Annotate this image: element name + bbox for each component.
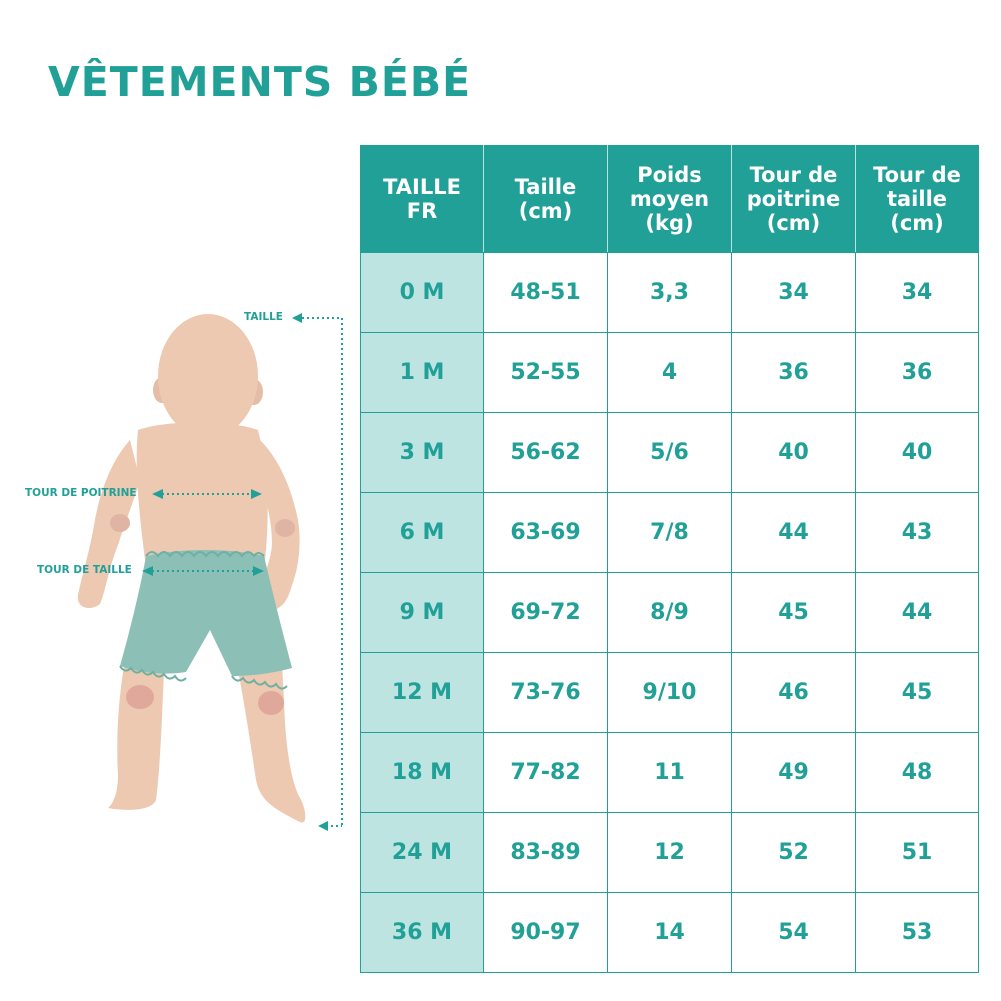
header-tour-taille: Tour de taille (cm) [855, 145, 979, 253]
table-row: 12 M 73-76 9/10 46 45 [360, 652, 979, 733]
waist-cell: 44 [855, 572, 979, 653]
size-cell: 9 M [360, 572, 484, 653]
weight-cell: 3,3 [607, 252, 732, 333]
height-cell: 56-62 [483, 412, 608, 493]
height-cell: 77-82 [483, 732, 608, 813]
table-row: 1 M 52-55 4 36 36 [360, 332, 979, 413]
left-leg [108, 660, 164, 810]
header-taille-cm: Taille (cm) [483, 145, 608, 253]
table-row: 6 M 63-69 7/8 44 43 [360, 492, 979, 573]
table-row: 24 M 83-89 12 52 51 [360, 812, 979, 893]
waist-cell: 51 [855, 812, 979, 893]
waist-arrow-left [142, 566, 153, 576]
chest-measure-label: TOUR DE POITRINE [25, 487, 137, 499]
height-measure [302, 317, 343, 827]
height-cell: 90-97 [483, 892, 608, 973]
right-knee [258, 691, 284, 715]
waist-arrow-right [253, 566, 264, 576]
weight-cell: 5/6 [607, 412, 732, 493]
table-row: 0 M 48-51 3,3 34 34 [360, 252, 979, 333]
size-cell: 24 M [360, 812, 484, 893]
height-cell: 69-72 [483, 572, 608, 653]
table-header-row: TAILLE FR Taille (cm) Poids moyen (kg) Tour … [360, 145, 979, 253]
weight-cell: 4 [607, 332, 732, 413]
weight-cell: 14 [607, 892, 732, 973]
waist-measure-label: TOUR DE TAILLE [37, 564, 132, 576]
height-cell: 73-76 [483, 652, 608, 733]
torso [136, 422, 268, 560]
waist-cell: 45 [855, 652, 979, 733]
weight-cell: 9/10 [607, 652, 732, 733]
size-cell: 12 M [360, 652, 484, 733]
table-row: 36 M 90-97 14 54 53 [360, 892, 979, 973]
height-cell: 83-89 [483, 812, 608, 893]
size-cell: 3 M [360, 412, 484, 493]
height-measure-label: TAILLE [244, 311, 283, 323]
height-cell: 52-55 [483, 332, 608, 413]
waist-cell: 40 [855, 412, 979, 493]
weight-cell: 7/8 [607, 492, 732, 573]
waist-cell: 48 [855, 732, 979, 813]
chest-arrow-left [152, 489, 163, 499]
size-cell: 0 M [360, 252, 484, 333]
chest-cell: 44 [731, 492, 856, 573]
height-arrow-bottom [318, 821, 328, 831]
chest-cell: 54 [731, 892, 856, 973]
header-tour-poitrine: Tour de poitrine (cm) [731, 145, 856, 253]
right-leg [236, 660, 306, 823]
left-elbow [110, 514, 130, 532]
chest-cell: 52 [731, 812, 856, 893]
height-cell: 63-69 [483, 492, 608, 573]
size-cell: 18 M [360, 732, 484, 813]
header-poids: Poids moyen (kg) [607, 145, 732, 253]
height-arrow-top [292, 313, 302, 323]
left-knee [126, 685, 154, 709]
chest-cell: 45 [731, 572, 856, 653]
left-arm [77, 440, 140, 609]
chest-cell: 40 [731, 412, 856, 493]
chest-cell: 34 [731, 252, 856, 333]
chest-cell: 36 [731, 332, 856, 413]
waist-cell: 43 [855, 492, 979, 573]
right-elbow [275, 519, 295, 537]
size-cell: 36 M [360, 892, 484, 973]
head [158, 314, 258, 438]
table-row: 18 M 77-82 11 49 48 [360, 732, 979, 813]
chest-arrow-right [251, 489, 262, 499]
header-taille-fr: TAILLE FR [360, 145, 484, 253]
baby-illustration [77, 313, 343, 831]
waistband-ruffle [145, 551, 265, 558]
shorts [120, 550, 292, 676]
waist-cell: 34 [855, 252, 979, 333]
page-title: VÊTEMENTS BÉBÉ [48, 58, 472, 106]
neck [190, 428, 224, 444]
right-leg-ruffle [231, 675, 288, 690]
weight-cell: 8/9 [607, 572, 732, 653]
size-cell: 6 M [360, 492, 484, 573]
waist-cell: 53 [855, 892, 979, 973]
table-row: 9 M 69-72 8/9 45 44 [360, 572, 979, 653]
chest-cell: 46 [731, 652, 856, 733]
table-row: 3 M 56-62 5/6 40 40 [360, 412, 979, 493]
size-table: TAILLE FR Taille (cm) Poids moyen (kg) Tour … [360, 145, 979, 973]
left-leg-ruffle [119, 665, 187, 682]
chest-cell: 49 [731, 732, 856, 813]
weight-cell: 12 [607, 812, 732, 893]
waist-cell: 36 [855, 332, 979, 413]
weight-cell: 11 [607, 732, 732, 813]
size-cell: 1 M [360, 332, 484, 413]
height-cell: 48-51 [483, 252, 608, 333]
